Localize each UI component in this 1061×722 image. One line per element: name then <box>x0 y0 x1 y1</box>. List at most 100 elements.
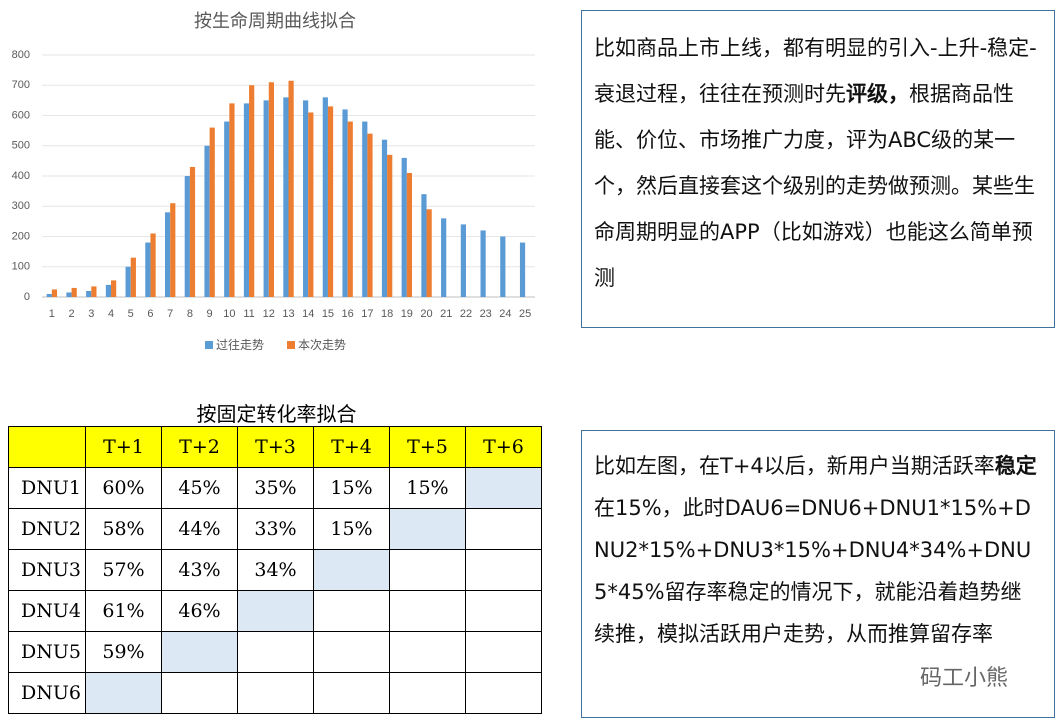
y-tick-label: 700 <box>12 79 30 91</box>
bar <box>263 100 269 297</box>
cell: 45% <box>161 467 238 509</box>
bar <box>421 194 427 297</box>
empty-cell <box>237 590 314 632</box>
x-tick-label: 4 <box>108 308 114 320</box>
note-text: 根据商品性能、价位、市场推广力度，评为ABC级的某一个，然后直接套这个级别的走势… <box>594 82 1035 290</box>
note-text: 评级， <box>846 82 909 106</box>
legend-label: 本次走势 <box>298 338 346 352</box>
empty-cell <box>465 631 542 673</box>
bar <box>125 266 131 297</box>
bar <box>362 121 368 297</box>
empty-cell <box>313 631 390 673</box>
bar <box>249 85 255 297</box>
y-tick-label: 100 <box>12 261 30 273</box>
corner-cell <box>8 426 86 468</box>
note-text: 稳定 <box>994 454 1037 478</box>
x-tick-label: 25 <box>519 308 531 320</box>
y-tick-label: 500 <box>12 140 30 152</box>
bar <box>426 209 432 297</box>
empty-cell <box>465 467 542 509</box>
empty-cell <box>313 549 390 591</box>
watermark: 码工小熊 <box>920 666 1009 691</box>
y-tick-label: 300 <box>12 200 30 212</box>
bar <box>500 236 506 297</box>
row: DNU5 59% <box>8 631 542 673</box>
x-tick-label: 11 <box>243 308 254 320</box>
cell: 46% <box>161 590 238 632</box>
row-label: DNU6 <box>8 672 86 714</box>
bar <box>91 286 97 297</box>
bar <box>209 127 215 297</box>
header-cell: T+2 <box>161 426 238 468</box>
x-tick-label: 15 <box>322 308 334 320</box>
bar <box>224 121 230 297</box>
bar <box>71 287 77 297</box>
y-tick-label: 200 <box>12 230 30 242</box>
row: DNU2 58% 44% 33% 15% <box>8 508 542 550</box>
empty-cell <box>465 549 542 591</box>
header-row: T+1 T+2 T+3 T+4 T+5 T+6 <box>8 426 542 468</box>
empty-cell <box>237 631 314 673</box>
x-tick-label: 13 <box>282 308 294 320</box>
legend-label: 过往走势 <box>216 337 264 352</box>
bar <box>308 112 314 297</box>
cell: 57% <box>85 549 162 591</box>
bar <box>51 289 58 297</box>
bar <box>111 280 117 297</box>
empty-cell <box>389 590 466 632</box>
cell: 15% <box>313 467 390 509</box>
row: DNU1 60% 45% 35% 15% 15% <box>8 467 542 509</box>
bar <box>86 290 92 297</box>
cell: 44% <box>161 508 238 550</box>
x-tick-label: 18 <box>381 308 393 320</box>
y-tick-label: 800 <box>12 49 30 61</box>
bar <box>268 82 274 297</box>
empty-cell <box>389 508 466 550</box>
bar <box>189 166 196 297</box>
bar <box>243 103 250 298</box>
empty-cell <box>161 631 238 673</box>
row-label: DNU5 <box>8 631 86 673</box>
bar <box>460 224 466 297</box>
x-tick-label: 7 <box>167 308 173 320</box>
cell: 61% <box>85 590 162 632</box>
x-tick-label: 5 <box>128 308 134 320</box>
x-tick-label: 23 <box>480 308 492 320</box>
cell: 15% <box>389 467 466 509</box>
bar <box>441 218 447 297</box>
row: DNU3 57% 43% 34% <box>8 549 542 591</box>
row-label: DNU1 <box>8 467 86 509</box>
bar <box>130 257 136 297</box>
x-tick-label: 19 <box>401 308 413 320</box>
bar <box>381 139 388 297</box>
x-tick-label: 14 <box>302 308 314 320</box>
bar <box>229 103 235 298</box>
bar <box>283 97 289 297</box>
bar <box>288 80 294 298</box>
cell: 59% <box>85 631 162 673</box>
x-tick-label: 22 <box>460 308 472 320</box>
bar <box>406 172 413 297</box>
row-label: DNU4 <box>8 590 86 632</box>
x-tick-label: 6 <box>147 308 153 320</box>
note-text: 比如商品上市上线，都有明显的引入-上升-稳定-衰退过程，往往在预测时先 <box>594 36 1037 106</box>
empty-cell <box>389 672 466 714</box>
bar <box>204 145 210 297</box>
bar <box>170 203 176 297</box>
empty-cell <box>389 631 466 673</box>
bar <box>184 176 190 297</box>
empty-cell <box>313 672 390 714</box>
empty-cell <box>465 590 542 632</box>
bar <box>401 157 407 297</box>
table-title: 按固定转化率拟合 <box>196 402 357 426</box>
empty-cell <box>85 672 162 714</box>
y-tick-label: 0 <box>24 291 30 303</box>
cell: 35% <box>237 467 314 509</box>
bar <box>387 154 393 297</box>
bar <box>164 212 171 297</box>
x-tick-label: 12 <box>263 308 275 320</box>
row: DNU6 <box>8 672 542 714</box>
bar <box>480 230 486 297</box>
